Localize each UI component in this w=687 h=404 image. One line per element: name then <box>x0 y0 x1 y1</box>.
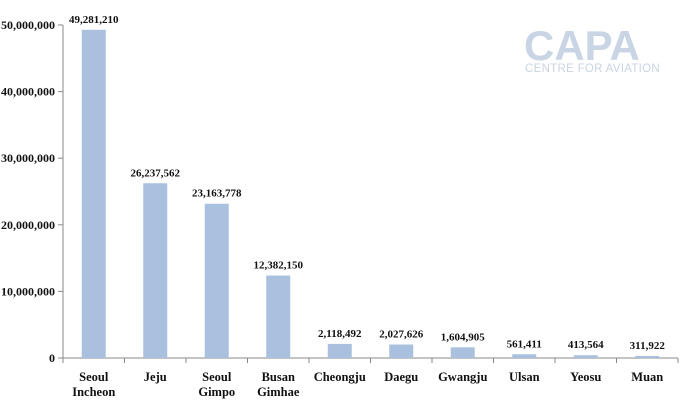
category-label: Seoul Incheon <box>72 370 115 399</box>
bar <box>81 29 106 359</box>
data-labels: 49,281,210 26,237,562 23,163,778 12,382,150… <box>69 14 665 352</box>
category-label: Ulsan <box>509 370 540 384</box>
data-label: 12,382,150 <box>254 260 304 272</box>
category-label: Daegu <box>384 370 418 384</box>
bar <box>204 203 229 358</box>
category-label: Busan Gimhae <box>257 370 300 399</box>
y-tick-label: 20,000,000 <box>1 218 55 232</box>
bar <box>512 354 537 358</box>
bars <box>81 29 660 359</box>
bar <box>266 275 291 358</box>
bar <box>143 183 168 358</box>
y-tick-label: 0 <box>49 351 55 365</box>
data-label: 2,118,492 <box>318 328 362 340</box>
category-label: Cheongju <box>314 370 366 384</box>
data-label: 2,027,626 <box>379 328 424 340</box>
y-axis: 0 10,000,000 20,000,000 30,000,000 40,000,00… <box>1 18 64 365</box>
data-label: 1,604,905 <box>441 331 486 343</box>
bar <box>327 343 352 358</box>
category-label: Gwangju <box>438 370 487 384</box>
data-label: 23,163,778 <box>192 188 242 200</box>
bar <box>635 355 660 358</box>
category-labels: Seoul Incheon Jeju Seoul Gimpo Busan Gimhae Che… <box>72 370 663 399</box>
data-label: 311,922 <box>630 340 666 352</box>
data-label: 49,281,210 <box>69 14 119 26</box>
x-axis <box>62 357 679 363</box>
bar <box>389 344 414 358</box>
logo-title: CAPA <box>524 22 640 69</box>
category-label: Seoul Gimpo <box>198 370 235 399</box>
category-label: Jeju <box>144 370 167 384</box>
y-tick-label: 40,000,000 <box>1 85 55 99</box>
y-tick-label: 30,000,000 <box>1 151 55 165</box>
category-label: Yeosu <box>570 370 601 384</box>
y-tick-label: 50,000,000 <box>1 18 55 32</box>
category-label: Muan <box>631 370 663 384</box>
data-label: 561,411 <box>507 338 542 350</box>
y-tick-label: 10,000,000 <box>1 284 55 298</box>
bar <box>573 355 598 358</box>
data-label: 413,564 <box>568 339 604 351</box>
data-label: 26,237,562 <box>131 167 181 179</box>
logo-subtitle: CENTRE FOR AVIATION <box>525 63 660 75</box>
bar <box>450 347 475 358</box>
capa-logo: CAPA CENTRE FOR AVIATION <box>524 22 660 75</box>
